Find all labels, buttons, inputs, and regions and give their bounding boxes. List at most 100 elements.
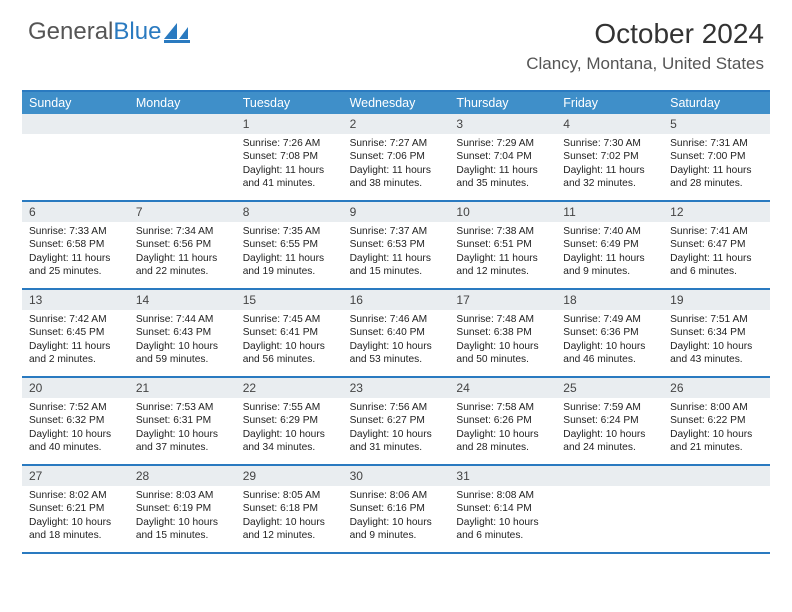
daylight-line: Daylight: 11 hours (29, 252, 122, 265)
day-body: Sunrise: 7:46 AMSunset: 6:40 PMDaylight:… (343, 310, 450, 370)
sunset-line: Sunset: 6:19 PM (136, 502, 229, 515)
daylight-line: Daylight: 10 hours (670, 428, 763, 441)
day-cell (129, 114, 236, 200)
sunrise-line: Sunrise: 7:52 AM (29, 401, 122, 414)
sunrise-line: Sunrise: 7:53 AM (136, 401, 229, 414)
day-number: 22 (236, 378, 343, 398)
day-cell: 3Sunrise: 7:29 AMSunset: 7:04 PMDaylight… (449, 114, 556, 200)
sunset-line: Sunset: 6:18 PM (243, 502, 336, 515)
daylight-line: Daylight: 10 hours (136, 340, 229, 353)
daylight-line: Daylight: 10 hours (563, 428, 656, 441)
day-cell: 22Sunrise: 7:55 AMSunset: 6:29 PMDayligh… (236, 378, 343, 464)
daylight-minutes-line: and 25 minutes. (29, 265, 122, 278)
sunrise-line: Sunrise: 7:41 AM (670, 225, 763, 238)
sunset-line: Sunset: 6:16 PM (350, 502, 443, 515)
weekday-header: Tuesday (236, 92, 343, 114)
sunrise-line: Sunrise: 7:31 AM (670, 137, 763, 150)
sunset-line: Sunset: 6:24 PM (563, 414, 656, 427)
sunrise-line: Sunrise: 8:00 AM (670, 401, 763, 414)
day-body: Sunrise: 7:30 AMSunset: 7:02 PMDaylight:… (556, 134, 663, 194)
month-title: October 2024 (526, 18, 764, 50)
day-body: Sunrise: 7:44 AMSunset: 6:43 PMDaylight:… (129, 310, 236, 370)
sunset-line: Sunset: 6:29 PM (243, 414, 336, 427)
daylight-minutes-line: and 2 minutes. (29, 353, 122, 366)
day-number: 1 (236, 114, 343, 134)
daylight-minutes-line: and 40 minutes. (29, 441, 122, 454)
daylight-minutes-line: and 15 minutes. (136, 529, 229, 542)
daylight-minutes-line: and 21 minutes. (670, 441, 763, 454)
sunset-line: Sunset: 6:55 PM (243, 238, 336, 251)
day-body: Sunrise: 7:59 AMSunset: 6:24 PMDaylight:… (556, 398, 663, 458)
day-body: Sunrise: 7:55 AMSunset: 6:29 PMDaylight:… (236, 398, 343, 458)
daylight-line: Daylight: 10 hours (456, 340, 549, 353)
day-number (556, 466, 663, 486)
day-cell: 13Sunrise: 7:42 AMSunset: 6:45 PMDayligh… (22, 290, 129, 376)
week-row: 1Sunrise: 7:26 AMSunset: 7:08 PMDaylight… (22, 114, 770, 202)
sunrise-line: Sunrise: 7:55 AM (243, 401, 336, 414)
day-body: Sunrise: 7:51 AMSunset: 6:34 PMDaylight:… (663, 310, 770, 370)
day-body: Sunrise: 8:03 AMSunset: 6:19 PMDaylight:… (129, 486, 236, 546)
day-number: 19 (663, 290, 770, 310)
sunrise-line: Sunrise: 7:49 AM (563, 313, 656, 326)
day-number: 21 (129, 378, 236, 398)
daylight-minutes-line: and 9 minutes. (350, 529, 443, 542)
daylight-minutes-line: and 53 minutes. (350, 353, 443, 366)
sunset-line: Sunset: 7:00 PM (670, 150, 763, 163)
sunset-line: Sunset: 7:02 PM (563, 150, 656, 163)
sunset-line: Sunset: 6:51 PM (456, 238, 549, 251)
daylight-line: Daylight: 11 hours (456, 252, 549, 265)
sunset-line: Sunset: 6:22 PM (670, 414, 763, 427)
daylight-minutes-line: and 38 minutes. (350, 177, 443, 190)
daylight-minutes-line: and 46 minutes. (563, 353, 656, 366)
day-cell: 20Sunrise: 7:52 AMSunset: 6:32 PMDayligh… (22, 378, 129, 464)
sunrise-line: Sunrise: 7:29 AM (456, 137, 549, 150)
day-number: 11 (556, 202, 663, 222)
sunrise-line: Sunrise: 7:45 AM (243, 313, 336, 326)
sunrise-line: Sunrise: 7:59 AM (563, 401, 656, 414)
daylight-line: Daylight: 11 hours (243, 164, 336, 177)
title-block: October 2024 Clancy, Montana, United Sta… (526, 18, 764, 74)
day-number: 4 (556, 114, 663, 134)
day-number: 17 (449, 290, 556, 310)
day-cell: 14Sunrise: 7:44 AMSunset: 6:43 PMDayligh… (129, 290, 236, 376)
day-cell: 15Sunrise: 7:45 AMSunset: 6:41 PMDayligh… (236, 290, 343, 376)
sunrise-line: Sunrise: 7:44 AM (136, 313, 229, 326)
day-body: Sunrise: 8:00 AMSunset: 6:22 PMDaylight:… (663, 398, 770, 458)
daylight-minutes-line: and 56 minutes. (243, 353, 336, 366)
day-cell (663, 466, 770, 552)
logo-sail-icon (164, 23, 190, 43)
day-number: 5 (663, 114, 770, 134)
daylight-line: Daylight: 11 hours (350, 164, 443, 177)
day-cell (22, 114, 129, 200)
daylight-line: Daylight: 10 hours (350, 428, 443, 441)
sunset-line: Sunset: 6:41 PM (243, 326, 336, 339)
day-body: Sunrise: 7:35 AMSunset: 6:55 PMDaylight:… (236, 222, 343, 282)
weekday-header: Wednesday (343, 92, 450, 114)
daylight-line: Daylight: 10 hours (243, 516, 336, 529)
day-cell: 24Sunrise: 7:58 AMSunset: 6:26 PMDayligh… (449, 378, 556, 464)
sunrise-line: Sunrise: 7:33 AM (29, 225, 122, 238)
day-number: 2 (343, 114, 450, 134)
day-cell: 19Sunrise: 7:51 AMSunset: 6:34 PMDayligh… (663, 290, 770, 376)
daylight-minutes-line: and 12 minutes. (456, 265, 549, 278)
day-number: 31 (449, 466, 556, 486)
sunset-line: Sunset: 6:45 PM (29, 326, 122, 339)
day-number: 6 (22, 202, 129, 222)
day-number: 7 (129, 202, 236, 222)
day-body: Sunrise: 7:56 AMSunset: 6:27 PMDaylight:… (343, 398, 450, 458)
sunrise-line: Sunrise: 7:30 AM (563, 137, 656, 150)
daylight-minutes-line: and 35 minutes. (456, 177, 549, 190)
day-number: 30 (343, 466, 450, 486)
sunset-line: Sunset: 7:08 PM (243, 150, 336, 163)
sunrise-line: Sunrise: 7:46 AM (350, 313, 443, 326)
day-cell: 5Sunrise: 7:31 AMSunset: 7:00 PMDaylight… (663, 114, 770, 200)
day-body: Sunrise: 7:26 AMSunset: 7:08 PMDaylight:… (236, 134, 343, 194)
sunrise-line: Sunrise: 7:40 AM (563, 225, 656, 238)
day-body: Sunrise: 7:27 AMSunset: 7:06 PMDaylight:… (343, 134, 450, 194)
daylight-line: Daylight: 10 hours (350, 340, 443, 353)
daylight-minutes-line: and 9 minutes. (563, 265, 656, 278)
sunrise-line: Sunrise: 7:48 AM (456, 313, 549, 326)
day-number: 24 (449, 378, 556, 398)
day-cell: 29Sunrise: 8:05 AMSunset: 6:18 PMDayligh… (236, 466, 343, 552)
daylight-minutes-line: and 24 minutes. (563, 441, 656, 454)
